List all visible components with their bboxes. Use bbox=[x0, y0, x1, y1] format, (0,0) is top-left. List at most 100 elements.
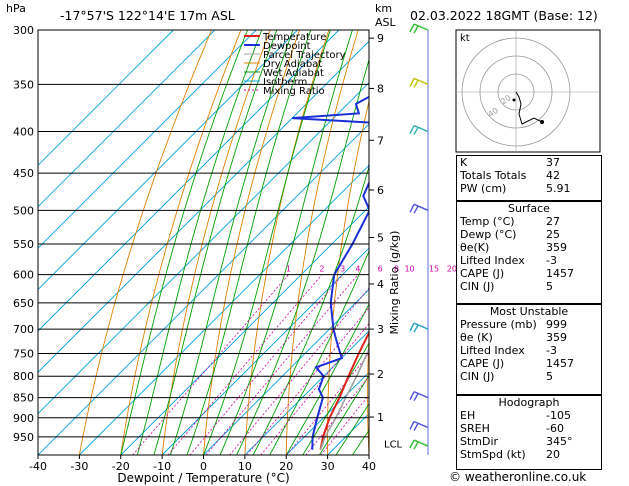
index-value: 27 bbox=[546, 215, 560, 228]
index-row: Pressure (mb) 999 bbox=[457, 318, 601, 331]
pressure-tick-label: 800 bbox=[13, 370, 34, 383]
legend-entry: Wet Adiabat bbox=[263, 68, 324, 79]
wind-barb-flag bbox=[409, 391, 415, 400]
wet-adiabat-line bbox=[335, 403, 369, 455]
index-value: 359 bbox=[546, 331, 567, 344]
x-tick-label: 30 bbox=[321, 460, 335, 473]
x-axis-label: Dewpoint / Temperature (°C) bbox=[117, 471, 289, 485]
mixing-ratio-label: 10 bbox=[404, 265, 414, 274]
pressure-tick-label: 950 bbox=[13, 431, 34, 444]
wind-barb-flag bbox=[409, 78, 415, 87]
wind-barb bbox=[409, 439, 429, 450]
hpa-axis-label: hPa bbox=[6, 2, 26, 15]
wind-barb-shaft bbox=[413, 124, 429, 133]
legend-entry: Temperature bbox=[262, 32, 326, 43]
index-label: PW (cm) bbox=[460, 182, 507, 195]
pressure-tick-label: 900 bbox=[13, 412, 34, 425]
index-value: 5.91 bbox=[546, 182, 571, 195]
index-value: 1457 bbox=[546, 357, 574, 370]
km-tick-label: 7 bbox=[377, 134, 384, 147]
index-label: K bbox=[460, 156, 468, 169]
wind-barb-flag bbox=[413, 441, 419, 450]
index-value: -60 bbox=[546, 422, 564, 435]
index-row: θe (K) 359 bbox=[457, 331, 601, 344]
hodograph-indices-box: Hodograph EH -105 SREH -60 StmDir 345° StmSpd … bbox=[456, 395, 602, 470]
index-row: Lifted Index -3 bbox=[457, 344, 601, 357]
dry-adiabat-line bbox=[406, 30, 446, 455]
isotherm-line bbox=[38, 30, 298, 291]
basic-indices-box: K 37 Totals Totals 42 PW (cm) 5.91 bbox=[456, 155, 602, 201]
pressure-tick-label: 450 bbox=[13, 167, 34, 180]
index-row: Totals Totals 42 bbox=[457, 169, 601, 182]
index-label: CAPE (J) bbox=[460, 357, 505, 370]
mixing-ratio-axis-label: Mixing Ratio (g/kg) bbox=[388, 231, 401, 335]
km-tick-label: 8 bbox=[377, 82, 384, 95]
isotherm-line bbox=[38, 30, 257, 249]
hodograph-indices-title: Hodograph bbox=[498, 396, 560, 409]
km-tick-label: 2 bbox=[377, 368, 384, 381]
wet-adiabat-line bbox=[302, 342, 369, 455]
wind-barb-shaft bbox=[413, 390, 429, 399]
wind-barb-flag bbox=[409, 421, 415, 430]
hodograph-unit-label: kt bbox=[460, 33, 470, 44]
temperature-line bbox=[319, 330, 369, 450]
wind-barb-flag bbox=[413, 80, 419, 88]
pressure-tick-label: 300 bbox=[13, 24, 34, 37]
pressure-tick-label: 600 bbox=[13, 269, 34, 282]
pressure-tick-label: 550 bbox=[13, 238, 34, 251]
legend-entry: Isotherm bbox=[263, 77, 307, 88]
basic-indices-table: K 37 Totals Totals 42 PW (cm) 5.91 bbox=[457, 156, 601, 195]
wind-barb-flag bbox=[413, 423, 419, 431]
location-label: -17°57'S 122°14'E 17m ASL bbox=[60, 8, 235, 23]
km-tick-label: 4 bbox=[377, 278, 384, 291]
wind-barb-shaft bbox=[413, 322, 429, 330]
wind-barb bbox=[409, 420, 429, 431]
pressure-tick-label: 650 bbox=[13, 297, 34, 310]
index-row: CAPE (J) 1457 bbox=[457, 267, 601, 280]
index-row: EH -105 bbox=[457, 409, 601, 422]
x-tick-label: -20 bbox=[112, 460, 130, 473]
index-label: Lifted Index bbox=[460, 254, 525, 267]
index-label: CIN (J) bbox=[460, 280, 495, 293]
index-value: 1457 bbox=[546, 267, 574, 280]
index-row: CIN (J) 5 bbox=[457, 280, 601, 293]
index-row: StmDir 345° bbox=[457, 435, 601, 448]
datetime-label: 02.03.2022 18GMT (Base: 12) bbox=[410, 8, 598, 23]
index-label: SREH bbox=[460, 422, 490, 435]
index-label: CIN (J) bbox=[460, 370, 495, 383]
wet-adiabat-line bbox=[153, 30, 278, 455]
index-row: CIN (J) 5 bbox=[457, 370, 601, 383]
most-unstable-title: Most Unstable bbox=[489, 305, 569, 318]
km-tick-label: 3 bbox=[377, 323, 384, 336]
mixing-ratio-label: 1 bbox=[286, 265, 291, 274]
wind-barb-flag bbox=[413, 25, 419, 34]
wind-barb bbox=[409, 390, 429, 401]
isotherm-line bbox=[38, 30, 340, 332]
surface-box: Surface Temp (°C) 27 Dewp (°C) 25 θe(K) 359 Li… bbox=[456, 201, 602, 304]
wet-adiabat-line bbox=[136, 30, 263, 455]
km-tick-label: 1 bbox=[377, 411, 384, 424]
x-tick-label: -40 bbox=[29, 460, 47, 473]
index-label: EH bbox=[460, 409, 476, 422]
index-label: Temp (°C) bbox=[460, 215, 515, 228]
wind-barb-flag bbox=[413, 393, 419, 401]
index-label: θe(K) bbox=[460, 241, 490, 254]
legend-entry: Dewpoint bbox=[263, 41, 311, 52]
dry-adiabat-line bbox=[617, 30, 629, 455]
isotherm-line bbox=[79, 164, 369, 455]
km-tick-label: 9 bbox=[377, 32, 384, 45]
index-value: 42 bbox=[546, 169, 560, 182]
dry-adiabat-line bbox=[367, 328, 369, 455]
index-value: 359 bbox=[546, 241, 567, 254]
index-label: Totals Totals bbox=[460, 169, 527, 182]
mixing-ratio-label: 3 bbox=[340, 265, 345, 274]
pressure-tick-label: 700 bbox=[13, 323, 34, 336]
index-row: PW (cm) 5.91 bbox=[457, 182, 601, 195]
isotherm-line bbox=[38, 30, 174, 167]
mixing-ratio-line bbox=[167, 274, 323, 455]
hodograph-storm-marker bbox=[512, 98, 516, 102]
index-row: SREH -60 bbox=[457, 422, 601, 435]
most-unstable-box: Most Unstable Pressure (mb) 999 θe (K) 359 L… bbox=[456, 304, 602, 395]
pressure-tick-label: 500 bbox=[13, 204, 34, 217]
index-value: -105 bbox=[546, 409, 571, 422]
